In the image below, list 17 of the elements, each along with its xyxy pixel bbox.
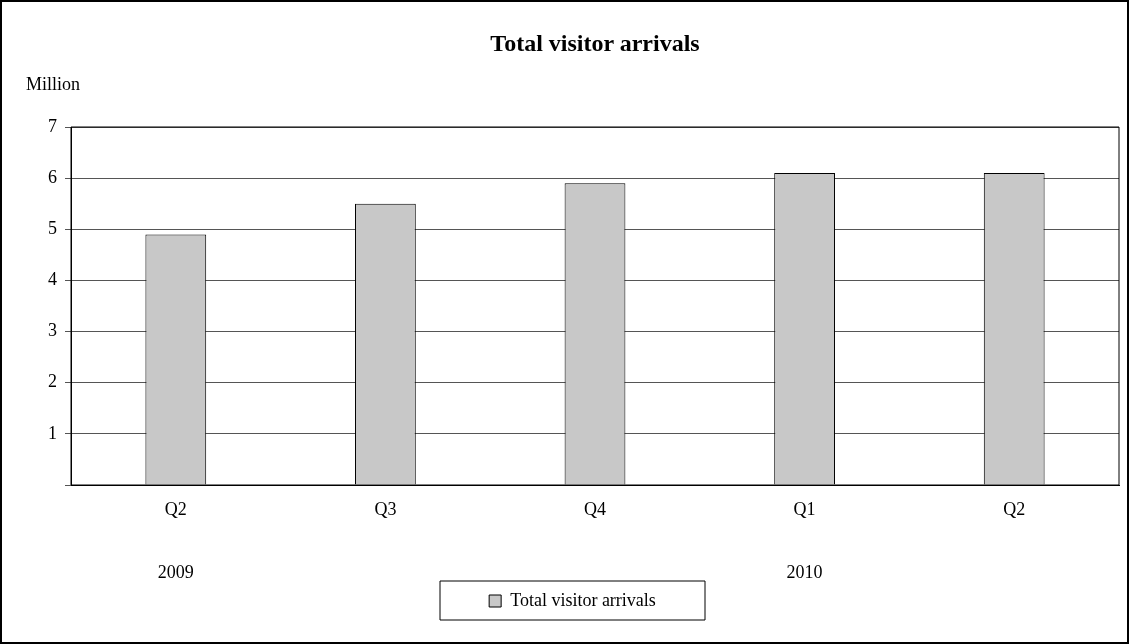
x-tick-label: Q2 xyxy=(1003,498,1026,519)
text: 2009 xyxy=(157,561,194,582)
y-tick-label: 5 xyxy=(48,218,57,239)
y-axis-title: Million xyxy=(26,73,81,94)
y-tick-label: 3 xyxy=(48,320,57,341)
y-tick-label: 2 xyxy=(48,371,57,392)
y-tick-label: 7 xyxy=(48,115,57,136)
text: 2010 xyxy=(786,561,823,582)
x-tick-label: Q2 xyxy=(164,498,187,519)
y-tick-label: 1 xyxy=(48,422,57,443)
y-tick-label: 4 xyxy=(48,269,57,290)
y-tick-label: 6 xyxy=(48,166,57,187)
x-tick-label: Q1 xyxy=(793,498,816,519)
x-tick-label: Q4 xyxy=(584,498,606,519)
legend-label: Total visitor arrivals xyxy=(510,589,656,610)
chart-title: Total visitor arrivals xyxy=(490,30,700,57)
x-tick-label: Q3 xyxy=(374,498,397,519)
